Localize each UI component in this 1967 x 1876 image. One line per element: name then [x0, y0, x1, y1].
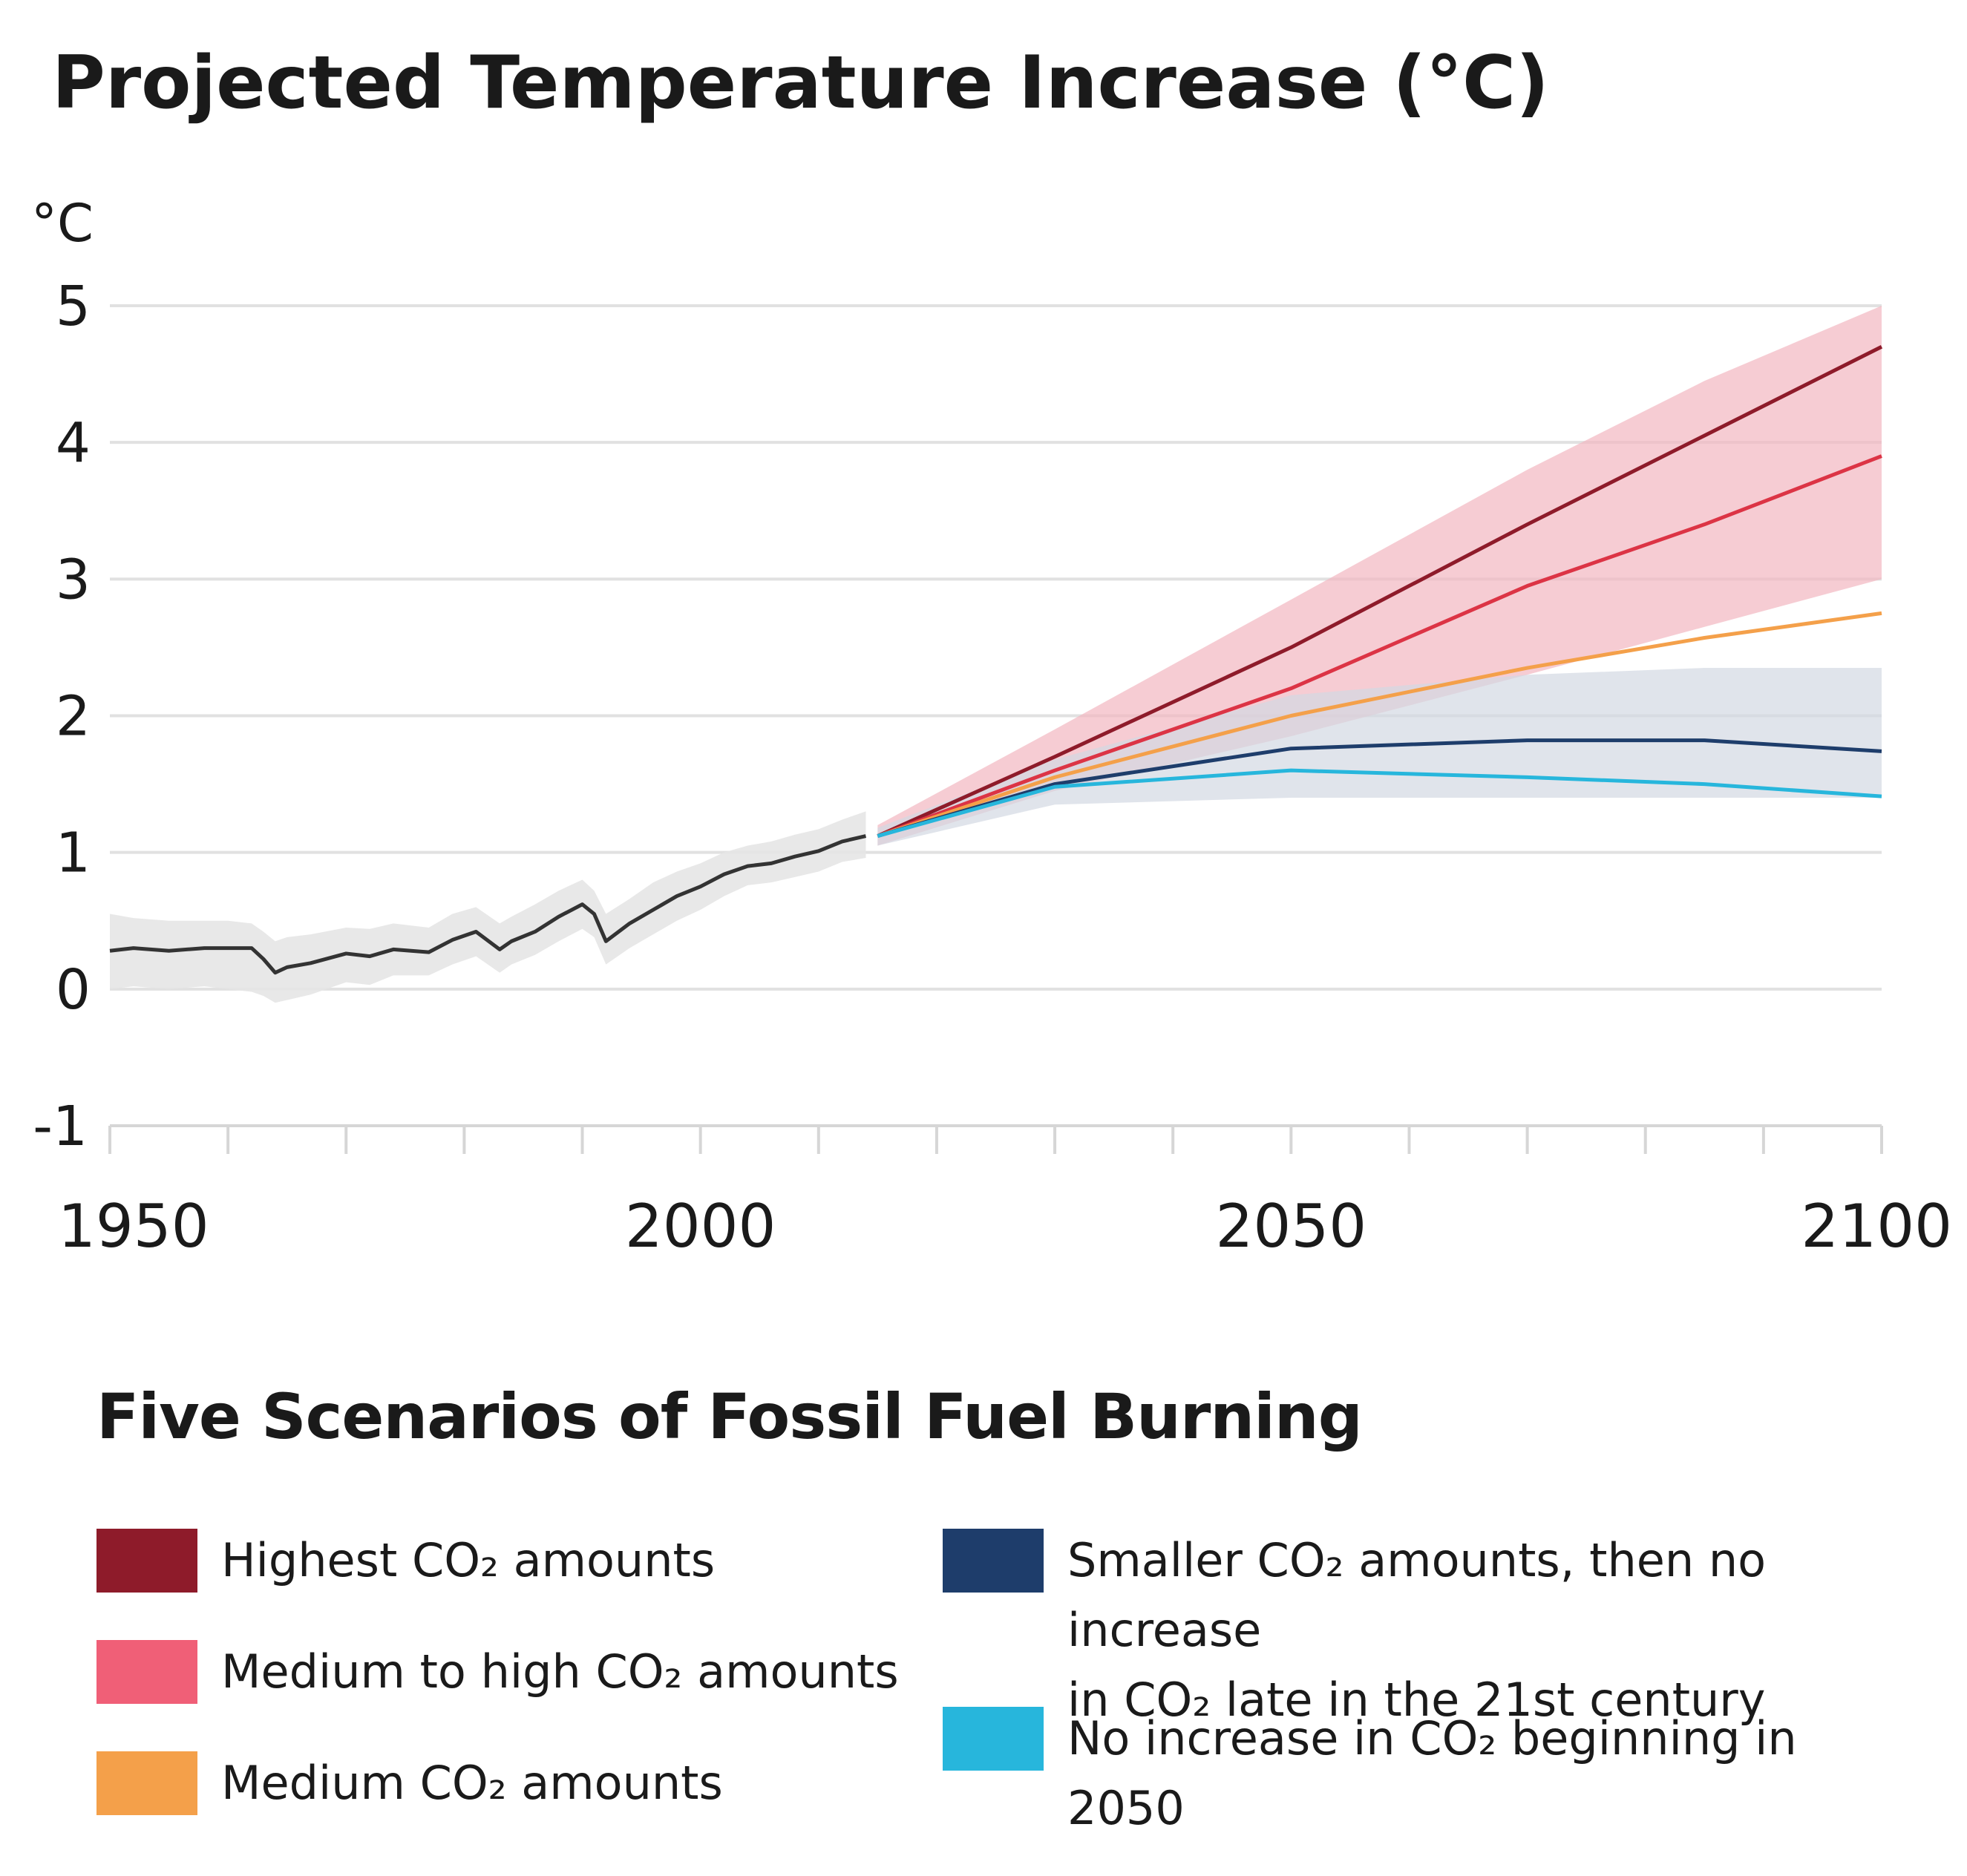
- temperature-chart: Projected Temperature Increase (°C) °C -…: [31, 41, 1952, 1261]
- x-tick-label: 2100: [1801, 1192, 1952, 1261]
- legend-label: Medium CO₂ amounts: [221, 1756, 723, 1810]
- y-tick-label: -1: [33, 1095, 88, 1158]
- y-tick-label: 1: [56, 821, 91, 885]
- historical-series-line: [109, 834, 867, 975]
- y-axis-unit-label: °C: [31, 193, 94, 254]
- series-line-medium-high: [877, 454, 1882, 838]
- legend-swatch: [96, 1640, 197, 1704]
- projection-uncertainty-band: [877, 306, 1882, 846]
- series-line-no-increase: [877, 768, 1882, 838]
- y-tick-label: 2: [56, 685, 91, 749]
- x-tick-label: 2050: [1216, 1192, 1367, 1261]
- legend-label: Smaller CO₂ amounts, then no increase in…: [1067, 1533, 1767, 1727]
- series-line-smaller: [877, 738, 1882, 838]
- legend: Five Scenarios of Fossil Fuel Burning Hi…: [96, 1380, 1915, 1840]
- projection-uncertainty-band: [877, 668, 1882, 846]
- legend-swatch: [943, 1707, 1044, 1771]
- legend-item-no-increase: No increase in CO₂ beginning in 2050: [943, 1707, 1915, 1843]
- series-line-highest: [877, 345, 1883, 838]
- y-tick-label: 5: [56, 275, 91, 338]
- chart-title: Projected Temperature Increase (°C): [52, 41, 1549, 125]
- legend-swatch: [96, 1751, 197, 1815]
- series-line-medium: [877, 611, 1882, 838]
- legend-item-smaller: Smaller CO₂ amounts, then no increase in…: [943, 1529, 1915, 1735]
- legend-swatch: [943, 1529, 1044, 1593]
- y-tick-label: 4: [56, 411, 91, 475]
- legend-title: Five Scenarios of Fossil Fuel Burning: [96, 1380, 1363, 1453]
- legend-label: No increase in CO₂ beginning in 2050: [1067, 1711, 1797, 1835]
- legend-swatch: [96, 1529, 197, 1593]
- x-tick-label: 1950: [58, 1192, 209, 1261]
- legend-item-medium-high: Medium to high CO₂ amounts: [96, 1640, 899, 1707]
- legend-item-medium: Medium CO₂ amounts: [96, 1751, 723, 1818]
- x-tick-label: 2000: [625, 1192, 776, 1261]
- y-tick-label: 0: [56, 958, 91, 1022]
- legend-label: Highest CO₂ amounts: [221, 1533, 716, 1587]
- legend-label: Medium to high CO₂ amounts: [221, 1644, 899, 1699]
- legend-item-highest: Highest CO₂ amounts: [96, 1529, 715, 1595]
- historical-uncertainty-band: [110, 811, 866, 1003]
- y-tick-label: 3: [56, 548, 91, 611]
